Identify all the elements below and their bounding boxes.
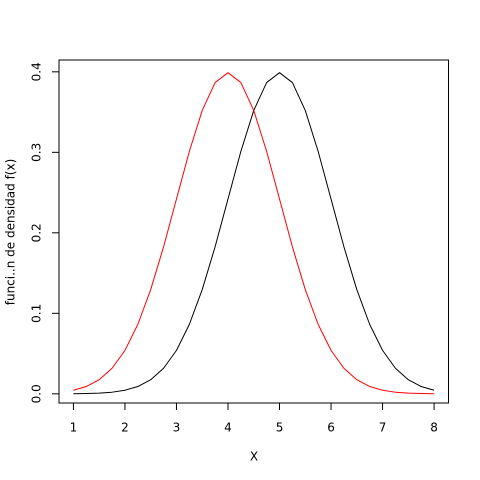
- line-series: [73, 72, 435, 395]
- x-tick-label: 1: [70, 421, 78, 435]
- x-tick-label: 8: [430, 421, 438, 435]
- x-tick-label: 3: [173, 421, 181, 435]
- x-tick-label: 4: [224, 421, 232, 435]
- y-tick-label: 0.4: [30, 62, 44, 81]
- y-tick-label: 0.2: [30, 223, 44, 242]
- x-tick-label: 6: [327, 421, 335, 435]
- x-axis-label: X: [250, 450, 258, 464]
- x-tick-label: 7: [379, 421, 387, 435]
- x-tick-label: 2: [121, 421, 129, 435]
- y-tick-label: 0.0: [30, 384, 44, 403]
- y-tick-label: 0.3: [30, 143, 44, 162]
- x-tick-label: 5: [276, 421, 284, 435]
- y-tick-label: 0.1: [30, 304, 44, 323]
- y-axis-label: funci..n de densidad f(x): [4, 159, 18, 306]
